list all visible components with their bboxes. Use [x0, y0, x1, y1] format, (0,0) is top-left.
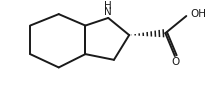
Text: O: O: [172, 57, 180, 67]
Text: OH: OH: [190, 9, 206, 19]
Text: N: N: [104, 7, 112, 17]
Text: H: H: [104, 1, 112, 11]
